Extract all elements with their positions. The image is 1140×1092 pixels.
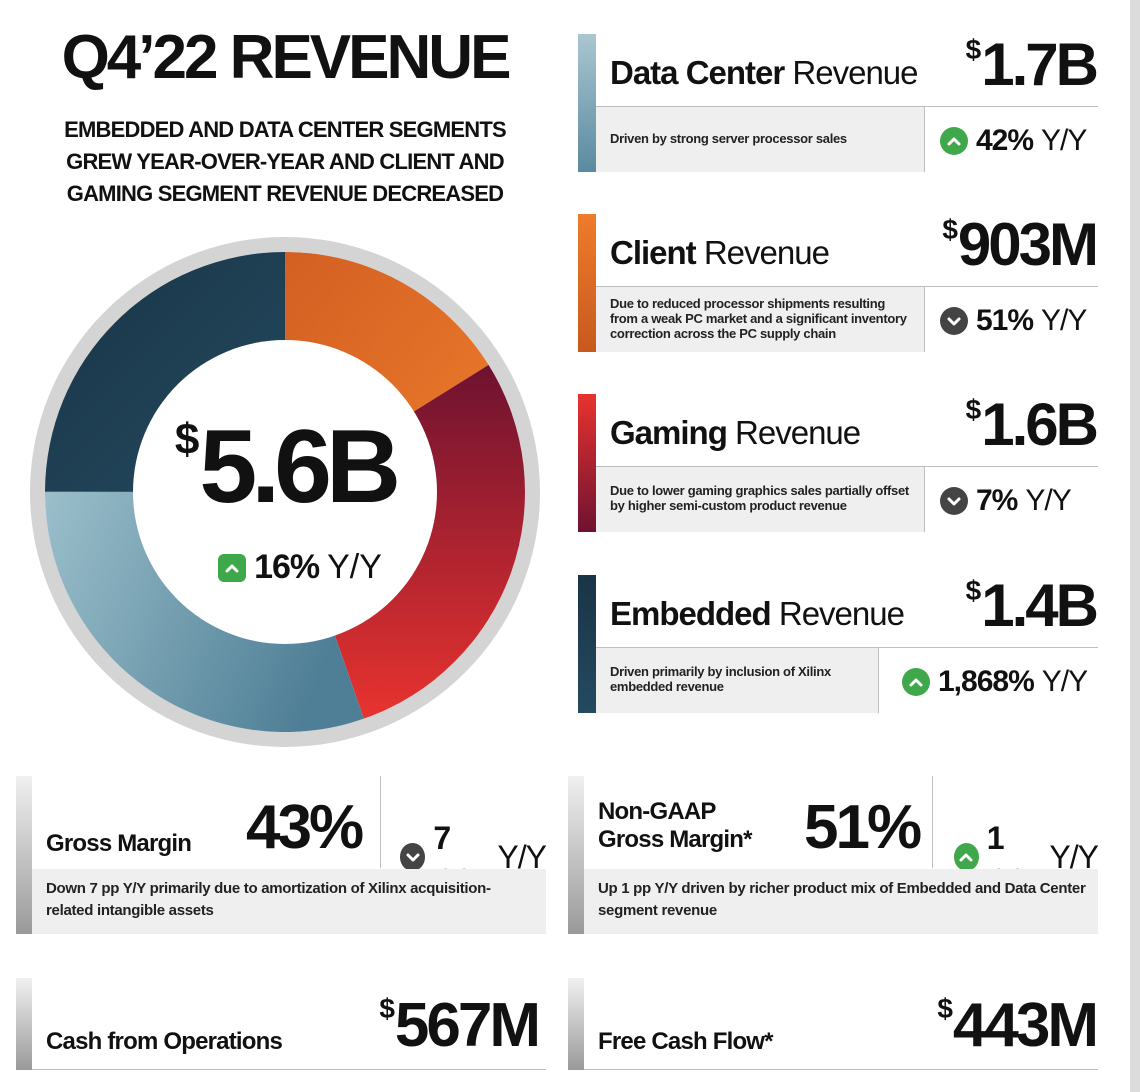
up-arrow-icon — [218, 553, 247, 582]
page-subtitle: EMBEDDED AND DATA CENTER SEGMENTS GREW Y… — [64, 117, 507, 206]
segment-color-bar — [578, 394, 596, 532]
divider — [596, 466, 1098, 467]
metric-card-free-cash-flow: Free Cash Flow* $443M — [568, 978, 1099, 1070]
metric-label: Gross Margin — [46, 830, 192, 857]
metric-label: Non-GAAP Gross Margin* — [598, 798, 752, 853]
divider — [32, 1069, 546, 1070]
revenue-donut-chart — [30, 237, 540, 747]
divider — [596, 106, 1098, 107]
metric-label: Free Cash Flow* — [598, 1028, 774, 1055]
metric-value: $567M — [379, 991, 541, 1060]
metric-value: 51% — [804, 793, 922, 862]
down-arrow-icon — [940, 487, 968, 515]
segment-color-bar — [578, 575, 596, 713]
segment-description-box: Due to reduced processor shipments resul… — [596, 287, 924, 352]
segment-description: Due to lower gaming graphics sales parti… — [610, 483, 909, 513]
divider — [596, 647, 1098, 648]
metric-card-gross-margin: Gross Margin 43% 7 ppY/Y Down 7 pp Y/Y p… — [16, 776, 547, 936]
segment-value: $1.7B — [965, 31, 1099, 98]
metric-description-box: Down 7 pp Y/Y primarily due to amortizat… — [32, 869, 546, 934]
segment-value: $1.6B — [965, 391, 1099, 458]
segment-value: $1.4B — [965, 572, 1099, 639]
segment-card-client: Client Revenue $903M Due to reduced proc… — [578, 211, 1099, 352]
segment-change: 1,868% Y/Y — [902, 665, 1088, 699]
metric-card-cash-from-operations: Cash from Operations $567M — [16, 978, 546, 1070]
divider — [924, 287, 925, 352]
divider — [924, 467, 925, 532]
up-arrow-icon — [954, 843, 979, 871]
segment-title: Gaming Revenue — [610, 414, 861, 451]
segment-change: 42% Y/Y — [940, 124, 1087, 158]
total-revenue-value: $5.6B — [174, 409, 401, 525]
segment-change: 51% Y/Y — [940, 304, 1087, 338]
divider — [584, 1069, 1098, 1070]
segment-description-box: Driven primarily by inclusion of Xilinx … — [596, 648, 878, 713]
divider — [380, 776, 381, 868]
segment-color-bar — [578, 34, 596, 172]
up-arrow-icon — [902, 668, 930, 696]
page-title: Q4’22 REVENUE — [61, 23, 512, 92]
metric-accent-bar — [568, 776, 584, 934]
metric-value: $443M — [937, 991, 1099, 1060]
segment-change: 7% Y/Y — [940, 484, 1072, 518]
segment-description: Driven primarily by inclusion of Xilinx … — [610, 664, 831, 694]
down-arrow-icon — [940, 307, 968, 335]
segment-description: Driven by strong server processor sales — [610, 131, 847, 146]
divider — [932, 776, 933, 868]
side-scroll-strip — [1130, 0, 1140, 1092]
segment-title: Embedded Revenue — [610, 595, 905, 632]
metric-value: 43% — [246, 793, 364, 862]
metric-accent-bar — [568, 978, 584, 1070]
segment-title: Data Center Revenue — [610, 54, 919, 91]
down-arrow-icon — [400, 843, 426, 871]
metric-accent-bar — [16, 978, 32, 1070]
segment-description: Due to reduced processor shipments resul… — [610, 296, 907, 341]
segment-card-data-center: Data Center Revenue $1.7B Driven by stro… — [578, 31, 1099, 172]
metric-description-box: Up 1 pp Y/Y driven by richer product mix… — [584, 869, 1098, 934]
segment-description-box: Driven by strong server processor sales — [596, 107, 924, 172]
divider — [924, 107, 925, 172]
metric-description: Up 1 pp Y/Y driven by richer product mix… — [598, 880, 1086, 919]
segment-title: Client Revenue — [610, 234, 830, 271]
total-revenue-change: 16% Y/Y — [200, 548, 400, 587]
segment-value: $903M — [942, 211, 1099, 278]
divider — [878, 648, 879, 713]
metric-change: 7 ppY/Y — [400, 820, 547, 894]
metric-description: Down 7 pp Y/Y primarily due to amortizat… — [46, 880, 491, 919]
metric-label: Cash from Operations — [46, 1028, 283, 1055]
segment-description-box: Due to lower gaming graphics sales parti… — [596, 467, 924, 532]
segment-card-gaming: Gaming Revenue $1.6B Due to lower gaming… — [578, 391, 1099, 532]
up-arrow-icon — [940, 127, 968, 155]
metric-accent-bar — [16, 776, 32, 934]
divider — [596, 286, 1098, 287]
segment-card-embedded: Embedded Revenue $1.4B Driven primarily … — [578, 572, 1099, 713]
segment-color-bar — [578, 214, 596, 352]
donut-hole — [133, 340, 437, 644]
